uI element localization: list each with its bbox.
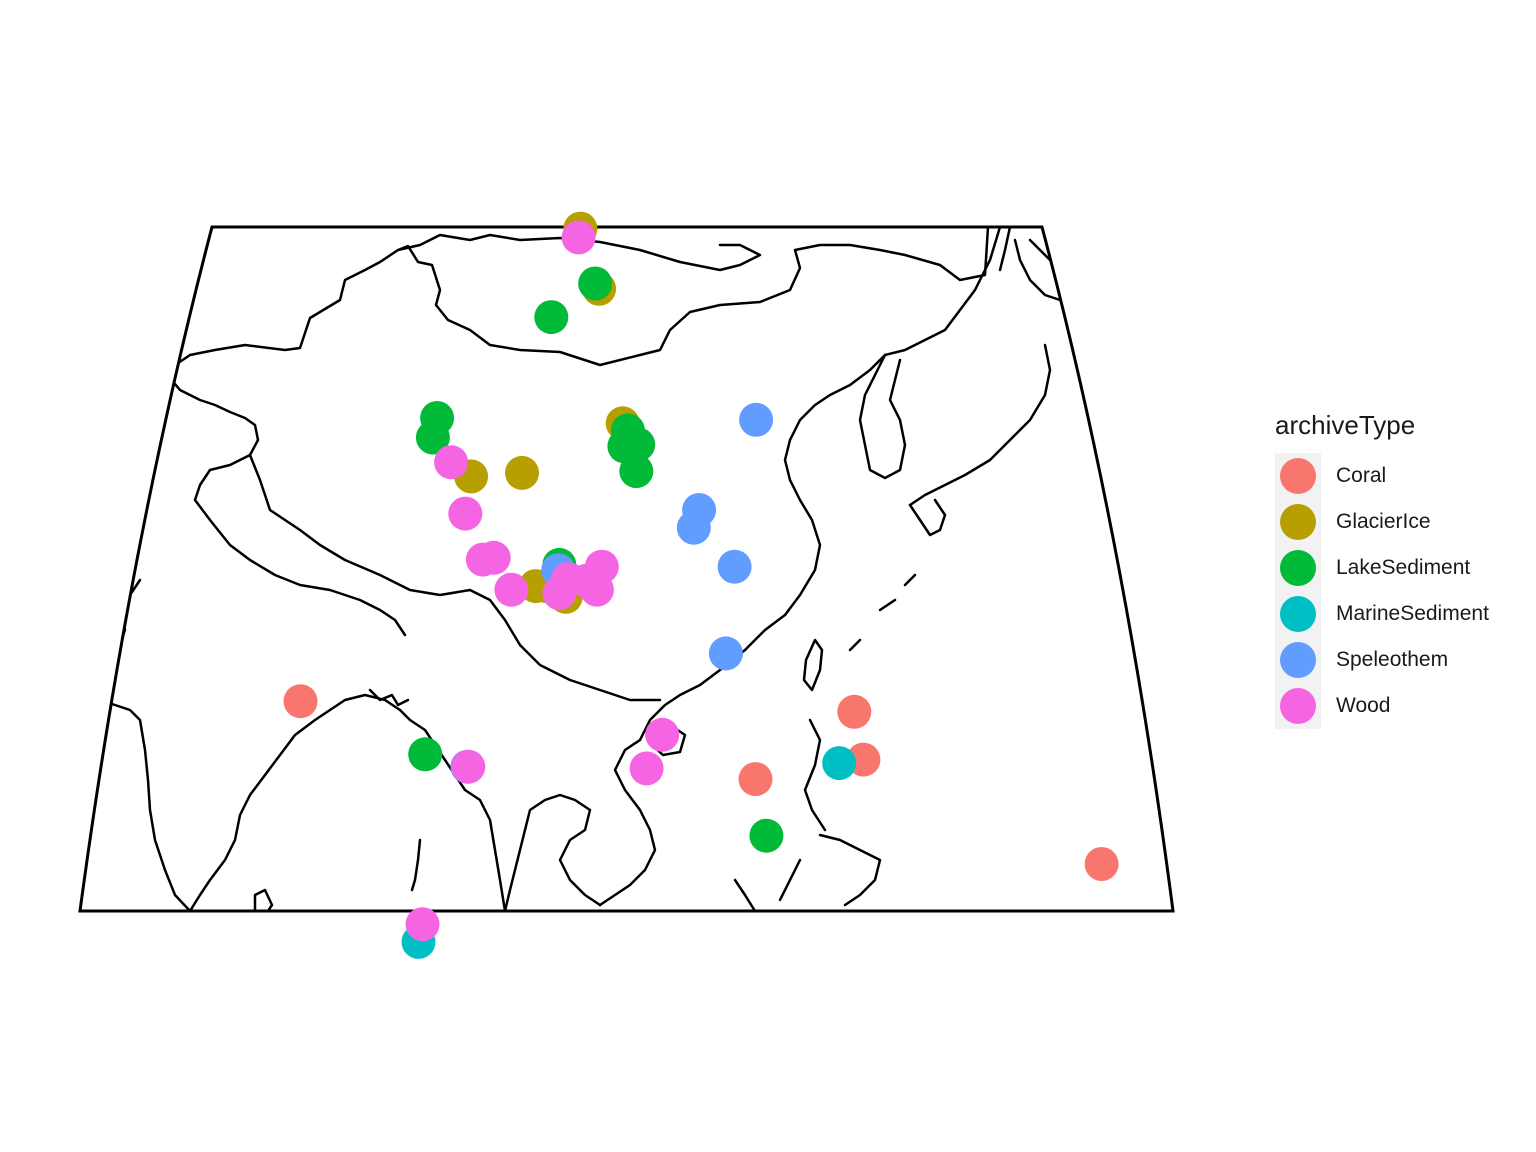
legend-key-box — [1275, 683, 1321, 729]
lakesediment-point — [621, 427, 656, 462]
legend-label-glacierice: GlacierIce — [1336, 510, 1431, 533]
korea-coast — [858, 353, 907, 480]
glacierice-point — [505, 455, 539, 490]
lakesediment-point — [619, 454, 654, 489]
lakesediment-point — [415, 420, 450, 455]
wood-point — [561, 220, 596, 255]
wood-point — [579, 572, 614, 607]
philippines-islands — [778, 833, 882, 907]
india-west-coast — [93, 688, 192, 911]
speleothem-point — [717, 549, 752, 584]
legend-item-speleothem: Speleothem — [1275, 637, 1489, 683]
coral-point — [1084, 847, 1119, 881]
legend-item-glacierice: GlacierIce — [1275, 499, 1489, 545]
sakhalin-coast — [998, 227, 1012, 272]
ryukyu-islands — [848, 573, 917, 652]
wood-point — [434, 445, 469, 480]
legend-item-wood: Wood — [1275, 683, 1489, 729]
legend-label-marinesediment: MarineSediment — [1336, 602, 1489, 625]
wood-point — [405, 907, 440, 942]
lakesediment-point — [534, 300, 569, 335]
legend-title: archiveType — [1275, 410, 1416, 440]
mongolia-china-border — [396, 233, 762, 272]
legend-key-box — [1275, 499, 1321, 545]
marinesediment-swatch — [1280, 596, 1316, 632]
coral-swatch — [1280, 458, 1316, 494]
glacierice-swatch — [1280, 504, 1316, 540]
wood-point — [451, 749, 486, 784]
speleothem-swatch — [1280, 642, 1316, 678]
legend-label-speleothem: Speleothem — [1336, 648, 1449, 671]
marinesediment-point — [822, 746, 857, 781]
japan-kyushu — [908, 498, 947, 537]
legend: archiveType Coral GlacierIce LakeSedimen… — [1275, 410, 1489, 729]
afghanistan-pakistan-border — [193, 498, 407, 637]
andaman-islands — [410, 838, 422, 892]
legend-label-lakesediment: LakeSediment — [1336, 556, 1471, 579]
japan-honshu — [908, 343, 1052, 507]
indochina-coast — [598, 738, 657, 907]
japan-hokkaido — [1013, 238, 1072, 302]
wood-point — [494, 572, 529, 607]
legend-keys: Coral GlacierIce LakeSediment MarineSedi… — [1275, 453, 1489, 729]
myanmar-coast — [398, 708, 507, 911]
wood-point — [645, 717, 680, 752]
archive-points — [283, 211, 1119, 959]
legend-key-box — [1275, 637, 1321, 683]
china-east-coast — [638, 227, 1002, 742]
legend-key-box — [1275, 453, 1321, 499]
gulf-of-thailand-coast — [503, 793, 602, 911]
lakesediment-swatch — [1280, 550, 1316, 586]
palawan-coast — [733, 878, 757, 911]
india-china-border — [248, 453, 662, 702]
bengal-delta — [368, 688, 410, 707]
speleothem-point — [708, 636, 743, 671]
lakesediment-point — [408, 737, 443, 772]
lakesediment-point — [578, 266, 613, 301]
legend-item-lakesediment: LakeSediment — [1275, 545, 1489, 591]
luzon-coast — [803, 718, 827, 832]
wood-point — [629, 751, 664, 786]
coral-point — [283, 684, 318, 719]
lakesediment-point — [749, 818, 784, 853]
legend-label-coral: Coral — [1336, 464, 1387, 487]
legend-item-coral: Coral — [1275, 453, 1489, 499]
speleothem-point — [739, 402, 774, 437]
wood-swatch — [1280, 688, 1316, 724]
wood-point — [476, 540, 511, 575]
map-frame — [78, 225, 1175, 913]
legend-key-box — [1275, 545, 1321, 591]
bay-of-bengal-coast — [188, 693, 402, 911]
central-asia-border — [163, 370, 260, 502]
speleothem-point — [676, 510, 711, 545]
legend-label-wood: Wood — [1336, 694, 1391, 717]
legend-item-marinesediment: MarineSediment — [1275, 591, 1489, 637]
coral-point — [738, 762, 773, 797]
sri-lanka-coast — [253, 888, 274, 911]
taiwan-coast — [802, 638, 824, 692]
wood-point — [448, 496, 483, 531]
northern-border-line — [163, 227, 990, 374]
legend-key-box — [1275, 591, 1321, 637]
coral-point — [837, 694, 872, 729]
